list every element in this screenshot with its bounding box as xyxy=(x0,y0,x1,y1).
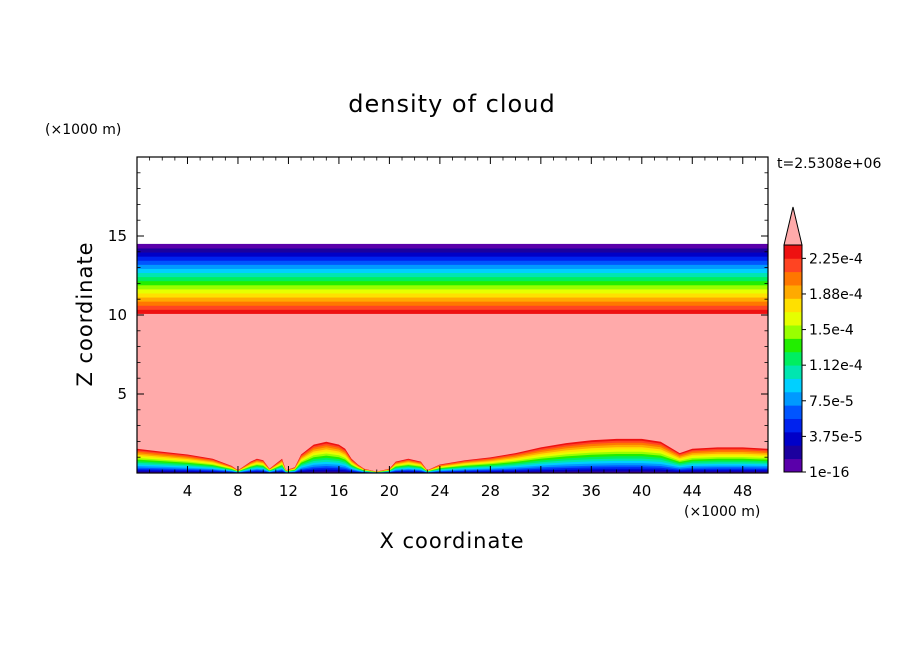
y-tick-label: 5 xyxy=(117,385,127,403)
upper-band-layer-4 xyxy=(137,297,768,302)
colorbar-swatch xyxy=(784,285,802,299)
x-tick-label: 24 xyxy=(430,482,449,500)
colorbar-swatch xyxy=(784,365,802,379)
colorbar-swatch xyxy=(784,418,802,433)
upper-band-layer-8 xyxy=(137,280,768,286)
upper-band-layer-5 xyxy=(137,292,768,298)
colorbar-swatch xyxy=(784,311,802,326)
colorbar-tick-label: 1e-16 xyxy=(809,465,849,481)
x-tick-label: 12 xyxy=(279,482,298,500)
x-tick-label: 20 xyxy=(380,482,399,500)
upper-band-layer-3 xyxy=(137,301,768,306)
time-label: t=2.5308e+06 xyxy=(777,156,881,172)
chart-title: density of cloud xyxy=(348,90,555,118)
upper-band-layer-7 xyxy=(137,284,768,290)
colorbar-swatch xyxy=(784,298,802,313)
upper-band-layer-12 xyxy=(137,264,768,269)
upper-band-layer-17 xyxy=(137,243,768,249)
y-tick-label: 15 xyxy=(108,227,127,245)
colorbar-swatch xyxy=(784,405,802,419)
x-tick-label: 16 xyxy=(329,482,348,500)
colorbar: 1e-16 3.75e-5 7.5e-5 1.12e-4 1.5e-4 1.88e-4 2.… xyxy=(783,206,863,481)
colorbar-tick-label: 1.5e-4 xyxy=(809,323,854,339)
y-axis-unit: (×1000 m) xyxy=(45,122,121,138)
colorbar-swatch xyxy=(784,245,802,259)
y-axis-title: Z coordinate xyxy=(73,241,97,386)
upper-band-layer-2 xyxy=(137,305,768,310)
colorbar-tick-label: 1.12e-4 xyxy=(809,358,863,374)
x-tick-label: 28 xyxy=(481,482,500,500)
colorbar-tick-label: 2.25e-4 xyxy=(809,251,863,267)
colorbar-swatch xyxy=(784,458,802,473)
colorbar-swatch xyxy=(784,378,802,393)
colorbar-swatch xyxy=(784,258,802,273)
upper-band-layer-15 xyxy=(137,252,768,257)
colorbar-tick-label: 7.5e-5 xyxy=(809,394,854,410)
upper-band-layer-14 xyxy=(137,256,768,261)
x-axis-unit: (×1000 m) xyxy=(684,504,760,520)
upper-band-layer-16 xyxy=(137,247,768,253)
upper-band-layer-6 xyxy=(137,288,768,294)
colorbar-swatch xyxy=(784,338,802,353)
upper-band-layer-0 xyxy=(137,313,768,324)
y-tick-label: 10 xyxy=(108,306,127,324)
upper-band-layer-1 xyxy=(137,309,768,314)
colorbar-swatch xyxy=(784,325,802,339)
x-tick-label: 4 xyxy=(183,482,193,500)
upper-band-layer-10 xyxy=(137,272,768,278)
colorbar-tick-label: 3.75e-5 xyxy=(809,429,863,445)
x-axis-title: X coordinate xyxy=(379,529,524,553)
y-axis: 5 10 15 xyxy=(108,172,768,458)
x-tick-label: 8 xyxy=(233,482,243,500)
x-tick-label: 40 xyxy=(632,482,651,500)
upper-band-layer-13 xyxy=(137,260,768,265)
x-tick-label: 44 xyxy=(683,482,702,500)
colorbar-frame xyxy=(783,244,803,473)
colorbar-over-arrow xyxy=(783,206,803,246)
upper-band-layer-9 xyxy=(137,276,768,282)
colorbar-swatch xyxy=(784,351,802,366)
x-axis: 4 8 12 16 20 24 28 32 36 40 44 48 xyxy=(149,157,756,500)
x-tick-label: 32 xyxy=(531,482,550,500)
heatmap-fields xyxy=(137,243,768,473)
colorbar-swatch xyxy=(784,271,802,286)
colorbar-swatch xyxy=(784,431,802,446)
colorbar-tick-label: 1.88e-4 xyxy=(809,287,863,303)
colorbar-swatch xyxy=(784,445,802,460)
x-tick-label: 48 xyxy=(733,482,752,500)
x-tick-label: 36 xyxy=(582,482,601,500)
upper-band-layer-11 xyxy=(137,268,768,274)
colorbar-swatch xyxy=(784,391,802,406)
